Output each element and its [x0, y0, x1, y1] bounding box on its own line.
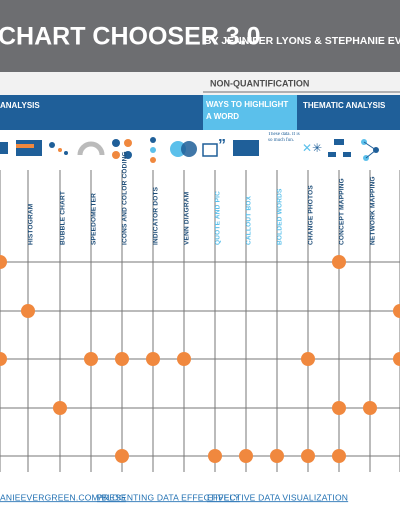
column-label: QUOTE AND PIC: [215, 191, 222, 245]
dot: [332, 449, 346, 463]
dot: [332, 255, 346, 269]
header-band: [0, 0, 400, 72]
column-label: CHANGE PHOTOS: [308, 185, 315, 245]
footer-link[interactable]: EFFECTIVE DATA VISUALIZATION: [207, 492, 348, 502]
dot: [301, 352, 315, 366]
section-right: THEMATIC ANALYSIS: [303, 101, 386, 110]
section-middle-box: WAYS TO HIGHLIGHT A WORD: [206, 100, 289, 121]
dot: [363, 401, 377, 415]
cross-icon: ✕: [302, 141, 312, 155]
quote-mark: ”: [218, 137, 226, 154]
dot: [177, 352, 191, 366]
section-band: [0, 72, 400, 95]
footer-link[interactable]: PRESENTING DATA EFFECTIVELY: [97, 492, 240, 502]
dot: [270, 449, 284, 463]
column-label: SPEEDOMETER: [91, 193, 98, 245]
dot: [115, 352, 129, 366]
dot: [53, 401, 67, 415]
section-left-band: [0, 95, 203, 130]
column-label: BOLDED WORDS: [277, 188, 284, 245]
dot: [208, 449, 222, 463]
callout-sample-box: These data. It is so much fun.: [268, 132, 300, 143]
title: CHART CHOOSER 3.0: [0, 23, 261, 51]
dot: [146, 352, 160, 366]
column-label: ICONS AND COLOR CODING: [122, 151, 129, 245]
section-middle: WAYS TO HIGHLIGHT A WORD: [206, 100, 289, 121]
section-right-band: [297, 95, 400, 130]
dot: [301, 449, 315, 463]
dot: [0, 352, 7, 366]
column-label: CALLOUT BOX: [246, 195, 253, 245]
grid: [0, 170, 400, 472]
section-left: ANALYSIS: [0, 101, 40, 110]
column-labels: HISTOGRAM BUBBLE CHART SPEEDOMETER ICONS AN…: [28, 151, 377, 245]
dot: [332, 401, 346, 415]
column-label: BUBBLE CHART: [60, 191, 67, 245]
dot: [393, 304, 400, 318]
column-label: NETWORK MAPPING: [370, 176, 377, 245]
dot: [84, 352, 98, 366]
column-label: VENN DIAGRAM: [184, 192, 191, 245]
dot: [21, 304, 35, 318]
dot: [0, 255, 7, 269]
dot: [115, 449, 129, 463]
section-top: NON-QUANTIFICATION: [210, 78, 309, 88]
byline: BY JENNIFER LYONS & STEPHANIE EVER: [204, 35, 400, 47]
footer-link[interactable]: ANIEEVERGREEN.COM/BLOG: [0, 492, 126, 502]
dots: [0, 255, 400, 463]
dot: [393, 352, 400, 366]
dot: [239, 449, 253, 463]
section-middle-band: [203, 95, 297, 130]
column-label: CONCEPT MAPPING: [339, 178, 346, 245]
star-icon: ✳: [312, 141, 322, 155]
column-label: INDICATOR DOTS: [153, 186, 160, 245]
icons: ” These data. It is so much fun. ✕ ✳: [0, 132, 379, 163]
column-label: HISTOGRAM: [28, 204, 35, 245]
callout-sample: These data. It is so much fun.: [268, 132, 300, 143]
